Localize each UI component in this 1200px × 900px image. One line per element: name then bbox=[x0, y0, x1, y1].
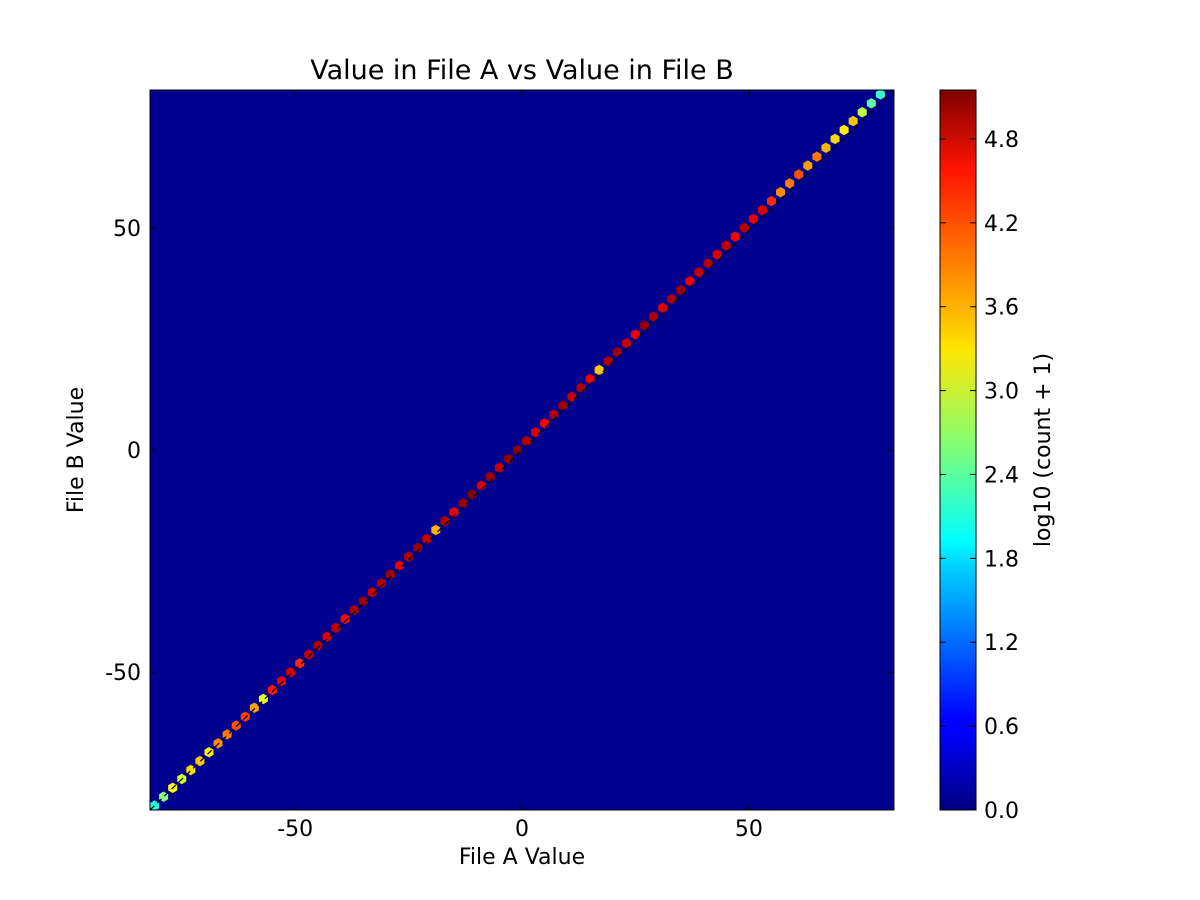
hexbin-cell bbox=[630, 329, 640, 340]
colorbar-gradient bbox=[939, 89, 977, 811]
hexbin-cell bbox=[440, 515, 450, 527]
hexbin-cell bbox=[240, 711, 250, 722]
hexbin-cell bbox=[267, 684, 277, 696]
hexbin-cell bbox=[821, 142, 831, 153]
hexbin-cell bbox=[676, 284, 686, 296]
hexbin-cell bbox=[522, 435, 532, 447]
hexbin-cell bbox=[358, 595, 368, 607]
y-axis-ticks: -50 0 50 bbox=[105, 217, 894, 686]
hexbin-cell bbox=[322, 631, 332, 642]
hexbin-cell bbox=[485, 471, 495, 482]
hexbin-cell bbox=[812, 151, 822, 162]
hexbin-cell bbox=[639, 320, 649, 331]
hexbin-cell bbox=[376, 578, 386, 589]
y-tick-label: -50 bbox=[105, 661, 141, 686]
reference-line bbox=[150, 90, 894, 810]
y-tick-label: 0 bbox=[127, 439, 141, 464]
x-tick-label: 0 bbox=[515, 817, 529, 842]
hexbin-cell bbox=[785, 178, 795, 189]
hexbin-cell bbox=[313, 640, 323, 651]
x-tick-label: -50 bbox=[277, 817, 313, 842]
hexbin-cell bbox=[449, 507, 459, 518]
x-axis-ticks: -50 0 50 bbox=[277, 90, 763, 842]
hexbin-cell bbox=[712, 249, 722, 260]
hexbin-cell bbox=[866, 98, 876, 109]
colorbar: 0.0 0.6 1.2 1.8 2.4 3.0 3.6 4.2 4.8 log10 (count… bbox=[939, 89, 1056, 824]
x-tick-label: 50 bbox=[735, 817, 763, 842]
hexbin-cell bbox=[422, 533, 432, 545]
colorbar-tick-label: 4.2 bbox=[984, 212, 1019, 237]
hexbin-cell bbox=[467, 489, 477, 500]
hexbin-cell bbox=[739, 222, 749, 233]
colorbar-tick-label: 1.8 bbox=[984, 547, 1019, 572]
colorbar-tick-label: 0.6 bbox=[984, 715, 1019, 740]
colorbar-label: log10 (count + 1) bbox=[1031, 353, 1056, 547]
hexbin-cell bbox=[685, 275, 695, 287]
hexbin-cell bbox=[494, 462, 504, 473]
hexbin-cell bbox=[404, 551, 414, 562]
hexbin-cell bbox=[649, 311, 659, 322]
hexbin-cell bbox=[839, 124, 849, 136]
hexbin-cells bbox=[150, 90, 885, 810]
hexbin-cell bbox=[258, 693, 268, 705]
hexbin-cell bbox=[621, 338, 631, 349]
hexbin-cell bbox=[594, 364, 604, 376]
hexbin-cell bbox=[340, 613, 350, 625]
hexbin-cell bbox=[757, 204, 767, 216]
chart-title: Value in File A vs Value in File B bbox=[310, 55, 734, 86]
colorbar-tick-label: 3.0 bbox=[984, 380, 1019, 405]
hexbin-cell bbox=[277, 675, 287, 687]
hexbin-cell bbox=[667, 293, 677, 305]
hexbin-cell bbox=[385, 569, 395, 580]
colorbar-tick-label: 3.6 bbox=[984, 296, 1019, 321]
hexbin-cell bbox=[286, 667, 296, 678]
hexbin-cell bbox=[830, 133, 840, 145]
hexbin-cell bbox=[367, 587, 377, 598]
hexbin-cell bbox=[413, 542, 423, 553]
colorbar-tick-label: 2.4 bbox=[984, 463, 1019, 488]
x-axis-label: File A Value bbox=[459, 845, 585, 870]
hexbin-cell bbox=[231, 720, 241, 731]
colorbar-tick-label: 1.2 bbox=[984, 631, 1019, 656]
hexbin-cell bbox=[395, 560, 405, 571]
hexbin-cell bbox=[794, 169, 804, 180]
plot-area bbox=[149, 89, 895, 811]
hexbin-cell bbox=[349, 604, 359, 616]
hexbin-cell bbox=[803, 160, 813, 171]
colorbar-ticks: 0.0 0.6 1.2 1.8 2.4 3.0 3.6 4.2 4.8 bbox=[940, 128, 1019, 824]
hexbin-cell bbox=[304, 649, 314, 660]
hexbin-cell bbox=[694, 267, 704, 278]
hexbin-cell bbox=[531, 427, 541, 438]
hexbin-cell bbox=[558, 400, 568, 411]
y-tick-label: 50 bbox=[113, 217, 141, 242]
hexbin-cell bbox=[721, 240, 731, 251]
hexbin-cell bbox=[857, 107, 867, 118]
hexbin-cell bbox=[458, 498, 468, 509]
colorbar-tick-label: 0.0 bbox=[984, 799, 1019, 824]
y-axis-label: File B Value bbox=[64, 387, 89, 513]
hexbin-cell bbox=[703, 258, 713, 269]
hexbin-cell bbox=[875, 90, 885, 100]
hexbin-cell bbox=[767, 195, 777, 207]
hexbin-cell bbox=[776, 187, 786, 198]
colorbar-tick-label: 4.8 bbox=[984, 128, 1019, 153]
hexbin-cell bbox=[730, 231, 740, 242]
hexbin-cell bbox=[658, 302, 668, 313]
hexbin-cell bbox=[195, 755, 205, 767]
hexbin-cell bbox=[295, 658, 305, 669]
hexbin-cell bbox=[431, 524, 441, 536]
hexbin-cell bbox=[748, 213, 758, 225]
hexbin-cell bbox=[848, 115, 858, 127]
hexbin-cell bbox=[331, 622, 341, 633]
